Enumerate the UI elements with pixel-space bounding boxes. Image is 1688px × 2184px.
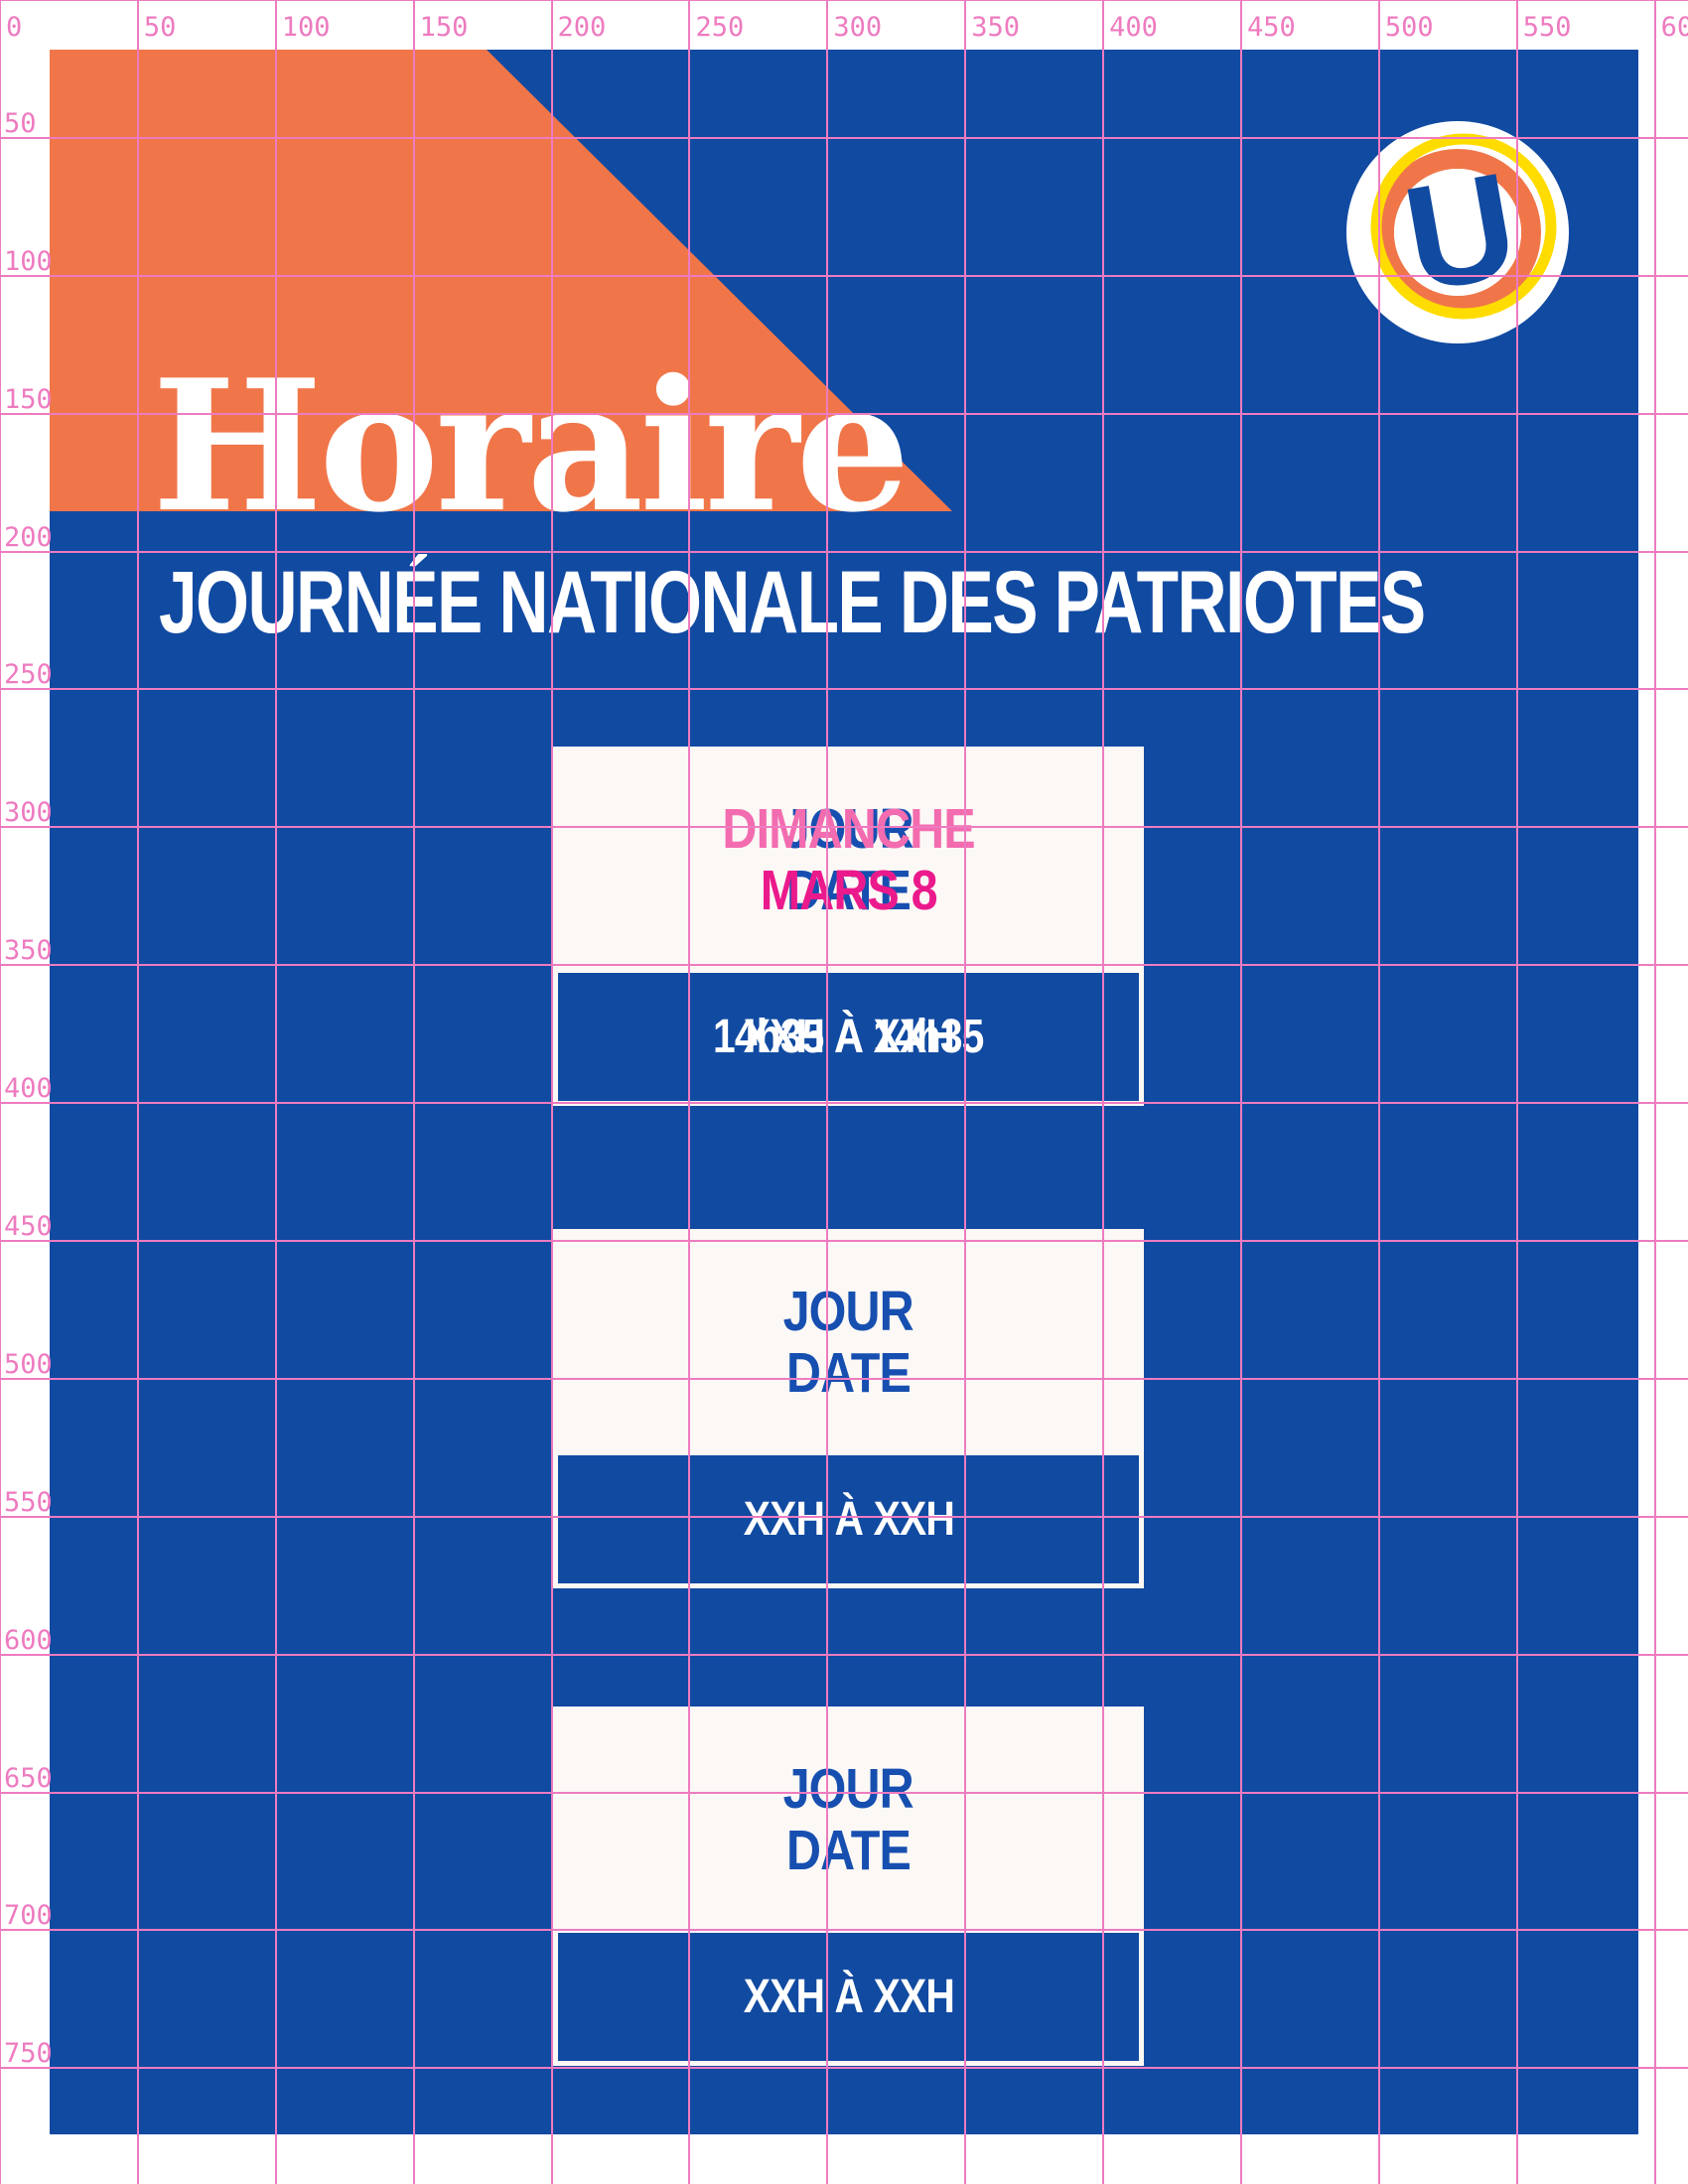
card2-time-band[interactable]: XXH À XXH bbox=[558, 1455, 1139, 1583]
card3-day-placeholder: JOUR bbox=[782, 1757, 914, 1821]
grid-label-left: 400 bbox=[4, 1073, 53, 1105]
card1-time-placeholder: XXH À XXH bbox=[743, 1010, 954, 1063]
grid-label-top: 450 bbox=[1247, 12, 1296, 43]
grid-label-top: 400 bbox=[1109, 12, 1158, 43]
card1-value-layer[interactable]: DIMANCHE MARS 8 bbox=[553, 747, 1144, 973]
grid-line-horizontal bbox=[0, 0, 1688, 1]
grid-label-top: 600 bbox=[1660, 12, 1688, 43]
card2-day-zone[interactable]: JOUR DATE bbox=[553, 1229, 1144, 1455]
card1-day-placeholder: JOUR bbox=[782, 797, 914, 861]
card1-time-placeholder-layer: XXH À XXH bbox=[558, 973, 1139, 1101]
grid-label-top: 0 bbox=[6, 12, 23, 43]
grid-label-left: 200 bbox=[4, 521, 53, 553]
card2-date-placeholder: DATE bbox=[786, 1341, 912, 1405]
poster-subtitle: JOURNÉE NATIONALE DES PATRIOTES bbox=[159, 552, 1426, 651]
grid-label-top: 300 bbox=[833, 12, 883, 43]
grid-label-top: 250 bbox=[695, 12, 745, 43]
card2-time-placeholder: XXH À XXH bbox=[743, 1492, 954, 1546]
grid-label-left: 750 bbox=[4, 2038, 53, 2070]
page-title: Horaire bbox=[152, 340, 911, 552]
schedule-card-1[interactable]: JOUR DATE DIMANCHE MARS 8 XXH À XXH 14h3… bbox=[553, 747, 1144, 1106]
card1-time-value[interactable]: 14h35 À 14h35 bbox=[713, 1010, 984, 1063]
card1-day-zone[interactable]: JOUR DATE DIMANCHE MARS 8 bbox=[553, 747, 1144, 973]
card1-time-band[interactable]: XXH À XXH 14h35 À 14h35 bbox=[558, 973, 1139, 1101]
card1-placeholder-layer: JOUR DATE bbox=[553, 747, 1144, 973]
grid-line-vertical bbox=[0, 0, 1, 2184]
card1-date-placeholder: DATE bbox=[786, 859, 912, 922]
grid-label-top: 500 bbox=[1384, 12, 1434, 43]
card3-placeholder-layer: JOUR DATE bbox=[553, 1706, 1144, 1933]
grid-label-left: 700 bbox=[4, 1900, 53, 1932]
grid-label-left: 150 bbox=[4, 383, 53, 415]
grid-label-top: 550 bbox=[1522, 12, 1572, 43]
poster-canvas: Horaire JOURNÉE NATIONALE DES PATRIOTES … bbox=[50, 50, 1638, 2134]
schedule-card-3[interactable]: JOUR DATE XXH À XXH bbox=[553, 1706, 1144, 2066]
grid-line-vertical bbox=[1653, 0, 1656, 2184]
card3-time-band[interactable]: XXH À XXH bbox=[558, 1933, 1139, 2061]
schedule-card-2[interactable]: JOUR DATE XXH À XXH bbox=[553, 1229, 1144, 1588]
card1-day-value[interactable]: DIMANCHE bbox=[722, 797, 975, 861]
card3-day-zone[interactable]: JOUR DATE bbox=[553, 1706, 1144, 1933]
grid-label-top: 150 bbox=[419, 12, 469, 43]
card3-time-placeholder: XXH À XXH bbox=[743, 1970, 954, 2023]
grid-label-left: 450 bbox=[4, 1211, 53, 1242]
card3-time-placeholder-layer: XXH À XXH bbox=[558, 1933, 1139, 2061]
grid-label-left: 550 bbox=[4, 1486, 53, 1518]
grid-label-left: 50 bbox=[4, 107, 37, 139]
grid-label-top: 200 bbox=[557, 12, 607, 43]
grid-label-left: 500 bbox=[4, 1348, 53, 1380]
grid-label-left: 350 bbox=[4, 935, 53, 967]
grid-label-left: 100 bbox=[4, 245, 53, 277]
grid-label-top: 50 bbox=[143, 12, 177, 43]
card2-time-placeholder-layer: XXH À XXH bbox=[558, 1455, 1139, 1583]
card1-time-value-layer[interactable]: 14h35 À 14h35 bbox=[558, 973, 1139, 1101]
card3-date-placeholder: DATE bbox=[786, 1819, 912, 1882]
grid-label-left: 600 bbox=[4, 1624, 53, 1656]
grid-label-left: 300 bbox=[4, 797, 53, 829]
grid-label-top: 100 bbox=[281, 12, 331, 43]
grid-label-left: 650 bbox=[4, 1762, 53, 1794]
grid-label-left: 250 bbox=[4, 659, 53, 691]
u-brand-logo-icon: U bbox=[1346, 121, 1569, 343]
grid-label-top: 350 bbox=[971, 12, 1020, 43]
card2-placeholder-layer: JOUR DATE bbox=[553, 1229, 1144, 1455]
card2-day-placeholder: JOUR bbox=[782, 1280, 914, 1343]
card1-date-value[interactable]: MARS 8 bbox=[760, 859, 938, 922]
